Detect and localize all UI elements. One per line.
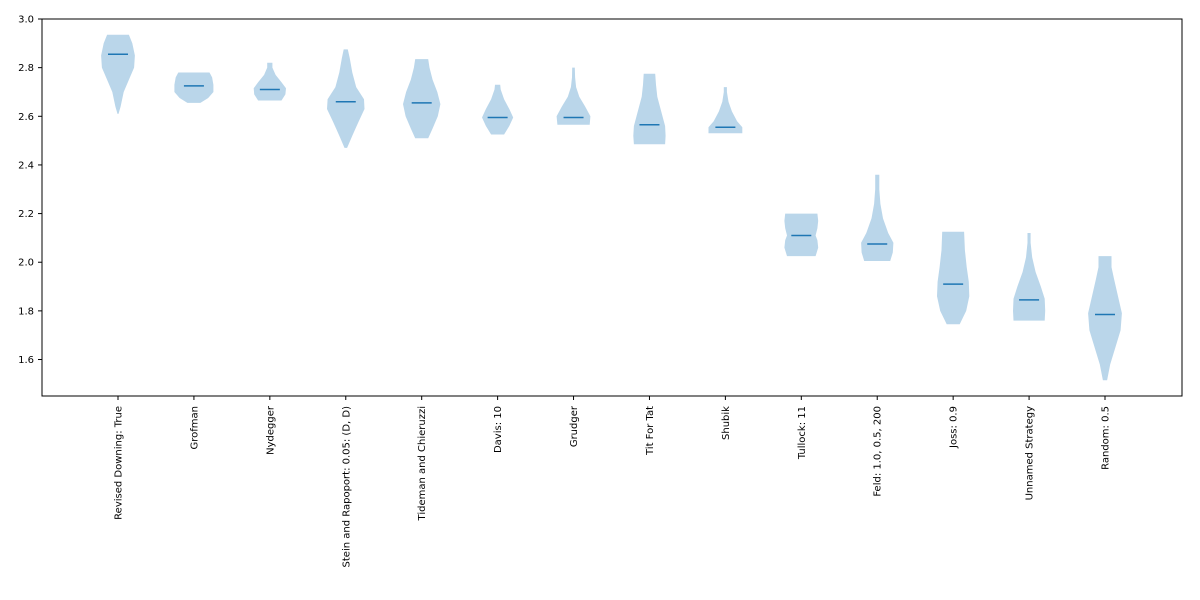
x-tick-label: Joss: 0.9 xyxy=(949,406,960,449)
violin-body xyxy=(174,72,214,103)
x-tick-label: Grudger xyxy=(569,405,580,447)
violin-body xyxy=(633,73,666,145)
violin-body xyxy=(101,34,135,114)
x-tick-label: Random: 0.5 xyxy=(1101,406,1112,470)
y-axis: 1.6 1.8 2.0 2.2 2.4 2.6 2.8 3.0 xyxy=(18,15,42,366)
y-tick-label: 2.4 xyxy=(18,160,34,171)
y-tick-label: 2.8 xyxy=(18,63,34,74)
violin-body xyxy=(556,67,591,125)
violin-body xyxy=(708,87,743,134)
violin-body xyxy=(937,231,970,325)
x-tick-label: Revised Downing: True xyxy=(114,406,125,520)
x-tick-label: Nydegger xyxy=(265,405,276,455)
y-tick-label: 2.2 xyxy=(18,209,34,220)
y-tick-label: 1.6 xyxy=(18,355,34,366)
plot-frame xyxy=(41,18,1183,397)
x-tick-label: Grofman xyxy=(189,406,200,450)
y-tick-label: 2.0 xyxy=(18,258,34,269)
y-tick-label: 3.0 xyxy=(18,15,34,26)
violin-body xyxy=(1088,256,1122,381)
violin-body xyxy=(403,59,441,139)
violin-body xyxy=(253,62,286,101)
violin-body xyxy=(327,49,365,148)
x-axis: Revised Downing: True Grofman Nydegger Stei… xyxy=(114,396,1112,567)
y-tick-label: 2.6 xyxy=(18,112,34,123)
x-tick-label: Stein and Rapoport: 0.05: (D, D) xyxy=(341,406,352,568)
x-tick-label: Tullock: 11 xyxy=(797,406,808,460)
violin-body xyxy=(1013,233,1046,321)
x-tick-label: Shubik xyxy=(721,406,732,440)
x-tick-label: Unnamed Strategy xyxy=(1025,406,1036,500)
x-tick-label: Tit For Tat xyxy=(645,406,656,456)
x-tick-label: Davis: 10 xyxy=(493,406,504,453)
violin-body xyxy=(861,174,894,261)
x-tick-label: Tideman and Chieruzzi xyxy=(417,406,428,521)
x-tick-label: Feld: 1.0, 0.5, 200 xyxy=(873,406,884,497)
violin-body xyxy=(482,84,514,135)
y-tick-label: 1.8 xyxy=(18,306,34,317)
violins-layer xyxy=(101,34,1122,381)
